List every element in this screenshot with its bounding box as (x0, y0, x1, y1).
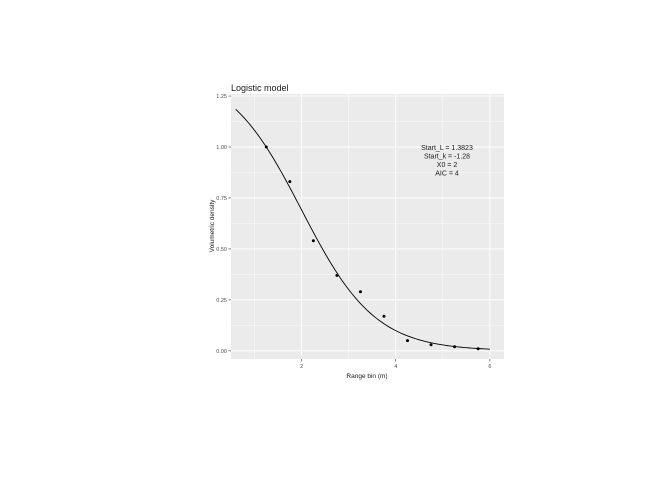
x-axis: 2 4 6 (300, 359, 491, 370)
annotation-line: Start_k = -1.28 (424, 154, 470, 161)
data-point (358, 290, 362, 294)
annotation-line: Start_L = 1.3823 (421, 145, 473, 152)
data-point (406, 339, 410, 343)
annotation-line: X0 = 2 (437, 162, 458, 169)
y-tick-label: 0.25 (216, 298, 227, 304)
data-point (382, 314, 386, 318)
data-point (288, 180, 292, 184)
x-axis-title: Range bin (m) (346, 373, 387, 380)
x-tick-label: 6 (488, 364, 491, 370)
y-axis-title: Volumetric density (209, 199, 216, 252)
fitted-logistic-curve (235, 108, 490, 350)
y-tick-label: 0.00 (216, 349, 227, 355)
data-points (264, 145, 480, 351)
x-tick-label: 2 (300, 364, 303, 370)
data-point (429, 343, 433, 347)
plot-panel (231, 94, 504, 359)
y-tick-label: 1.25 (216, 94, 227, 100)
data-point (476, 347, 480, 351)
y-tick-label: 0.75 (216, 196, 227, 202)
chart-title: Logistic model (231, 83, 289, 93)
grid-lines (231, 94, 504, 359)
data-point (264, 145, 268, 149)
annotation-line: AIC = 4 (435, 171, 459, 178)
y-tick-label: 0.50 (216, 247, 227, 253)
y-tick-label: 1.00 (216, 145, 227, 151)
x-tick-label: 4 (394, 364, 397, 370)
y-axis: 0.00 0.25 0.50 0.75 1.00 1.25 (216, 94, 231, 355)
data-point (453, 345, 457, 349)
data-point (311, 239, 315, 243)
data-point (335, 273, 339, 277)
